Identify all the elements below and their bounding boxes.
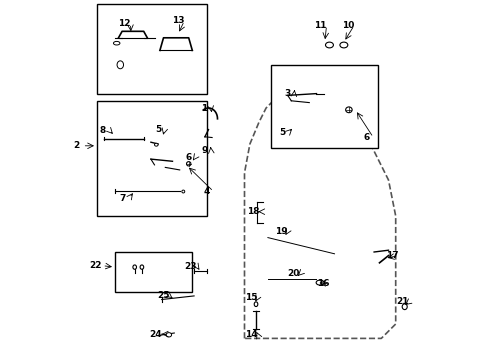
Ellipse shape [117,61,123,69]
Ellipse shape [182,190,184,193]
Text: 7: 7 [120,194,126,202]
Text: 13: 13 [171,17,184,26]
Bar [97,101,206,216]
Text: 15: 15 [244,292,257,302]
Text: 1: 1 [201,104,207,113]
Text: 22: 22 [89,261,102,270]
Text: 14: 14 [244,330,257,339]
Ellipse shape [401,304,407,310]
Text: 23: 23 [184,262,196,271]
Text: 12: 12 [118,19,130,28]
Ellipse shape [325,42,333,48]
Text: 3: 3 [284,89,290,98]
Ellipse shape [113,41,120,45]
Text: 16: 16 [316,279,328,288]
Text: 6: 6 [185,153,191,162]
Ellipse shape [316,280,324,285]
Text: 19: 19 [274,227,287,236]
Ellipse shape [339,42,347,48]
Text: 11: 11 [313,21,325,30]
Ellipse shape [166,333,171,337]
Text: 8: 8 [100,126,106,135]
Bar [115,252,192,292]
Text: 2: 2 [73,141,79,150]
Text: 17: 17 [385,251,398,260]
Ellipse shape [133,265,136,269]
Text: 24: 24 [149,330,162,338]
Ellipse shape [140,265,143,269]
Text: 5: 5 [278,128,285,137]
Ellipse shape [254,302,257,307]
Text: 10: 10 [341,21,353,30]
Ellipse shape [345,107,351,113]
Text: 21: 21 [396,297,408,306]
Text: 9: 9 [201,146,207,155]
Ellipse shape [186,162,190,166]
Bar [97,4,206,94]
Ellipse shape [154,143,158,146]
Bar [271,65,377,148]
Text: 6: 6 [363,133,369,142]
Text: 20: 20 [287,269,300,278]
Text: 5: 5 [155,125,161,134]
Text: 18: 18 [246,207,259,216]
Text: 4: 4 [203,187,210,196]
Text: 25: 25 [157,292,169,300]
